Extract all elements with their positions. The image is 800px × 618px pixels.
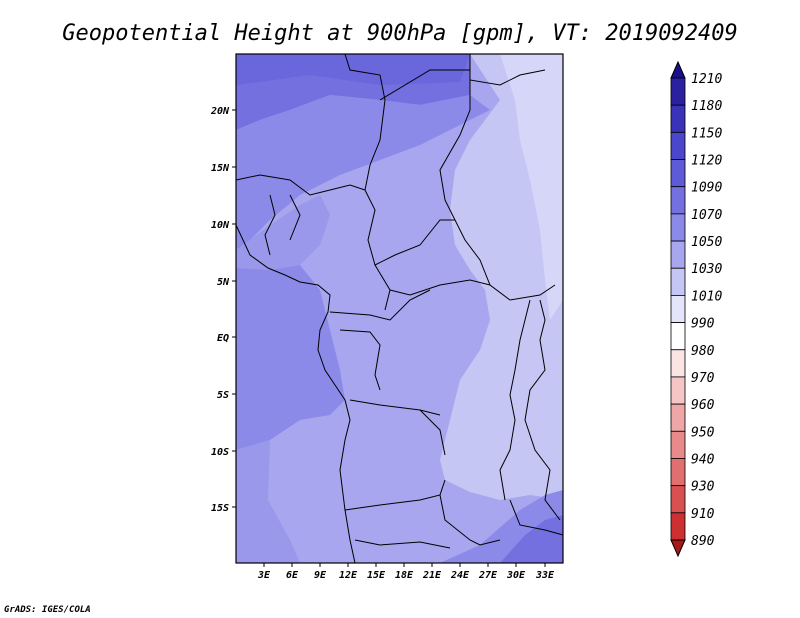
colorbar-label: 1010 (691, 289, 722, 304)
colorbar-cell (670, 430, 686, 459)
page-title: Geopotential Height at 900hPa [gpm], VT:… (62, 21, 738, 46)
colorbar-cell (670, 322, 686, 351)
lat-label: 10S (211, 447, 229, 458)
lat-label: 20N (210, 106, 230, 117)
colorbar-label: 960 (691, 398, 715, 413)
lon-label: 3E (257, 570, 271, 581)
height-field (236, 54, 563, 563)
colorbar-label: 980 (691, 344, 715, 359)
colorbar-label: 1090 (691, 181, 722, 196)
colorbar-cell (670, 512, 686, 541)
lon-label: 21E (422, 570, 442, 581)
colorbar-label: 1150 (691, 126, 722, 141)
colorbar-cell (670, 159, 686, 188)
lon-label: 33E (535, 570, 555, 581)
lon-axis: 3E 6E 9E 12E 15E 18E 21E 24E 27E 30E 33E (257, 563, 555, 581)
map-panel (235, 53, 564, 564)
colorbar: 1210 1180 1150 1120 1090 1070 1050 1030 1010 990 9… (670, 60, 722, 558)
colorbar-cell (670, 349, 686, 378)
colorbar-label: 1050 (691, 235, 722, 250)
credit-text: GrADS: IGES/COLA (4, 605, 91, 615)
lat-label: 15S (211, 503, 229, 514)
colorbar-cell (670, 458, 686, 487)
colorbar-cell (670, 485, 686, 514)
lon-label: 18E (395, 570, 414, 581)
country-borders (235, 53, 564, 564)
colorbar-cell (670, 403, 686, 432)
lat-label: 10N (211, 220, 230, 231)
lon-label: 6E (286, 570, 299, 581)
colorbar-label: 970 (691, 371, 715, 386)
colorbar-label: 1120 (691, 154, 722, 169)
lon-label: 24E (450, 570, 470, 581)
colorbar-label: 940 (691, 452, 715, 467)
colorbar-bottom-arrow (670, 539, 686, 558)
colorbar-label: 1030 (691, 262, 722, 277)
lat-label: 5S (217, 390, 229, 401)
colorbar-cell (670, 213, 686, 242)
colorbar-cell (670, 77, 686, 106)
colorbar-cell (670, 131, 686, 160)
lat-axis: 20N 15N 10N 5N EQ 5S 10S 15S (210, 106, 236, 514)
colorbar-cell (670, 295, 686, 323)
lat-label: 15N (211, 163, 230, 174)
lon-label: 30E (506, 570, 526, 581)
colorbar-label: 910 (691, 507, 715, 522)
colorbar-label: 1070 (691, 208, 722, 223)
lon-label: 15E (367, 570, 386, 581)
map-frame (235, 53, 564, 564)
lat-label: 5N (217, 277, 230, 288)
colorbar-label: 890 (691, 534, 715, 549)
colorbar-label: 1210 (691, 72, 722, 87)
colorbar-top-arrow (670, 60, 686, 79)
colorbar-cell (670, 240, 686, 269)
colorbar-cell (670, 376, 686, 405)
colorbar-cell (670, 267, 686, 296)
lon-label: 12E (339, 570, 358, 581)
lat-label: EQ (217, 333, 229, 344)
colorbar-label: 1180 (691, 99, 722, 114)
lon-label: 27E (478, 570, 498, 581)
colorbar-label: 950 (691, 425, 715, 440)
colorbar-label: 930 (691, 480, 715, 495)
colorbar-cell (670, 186, 686, 215)
colorbar-label: 990 (691, 317, 715, 332)
colorbar-cell (670, 104, 686, 133)
lon-label: 9E (314, 570, 327, 581)
